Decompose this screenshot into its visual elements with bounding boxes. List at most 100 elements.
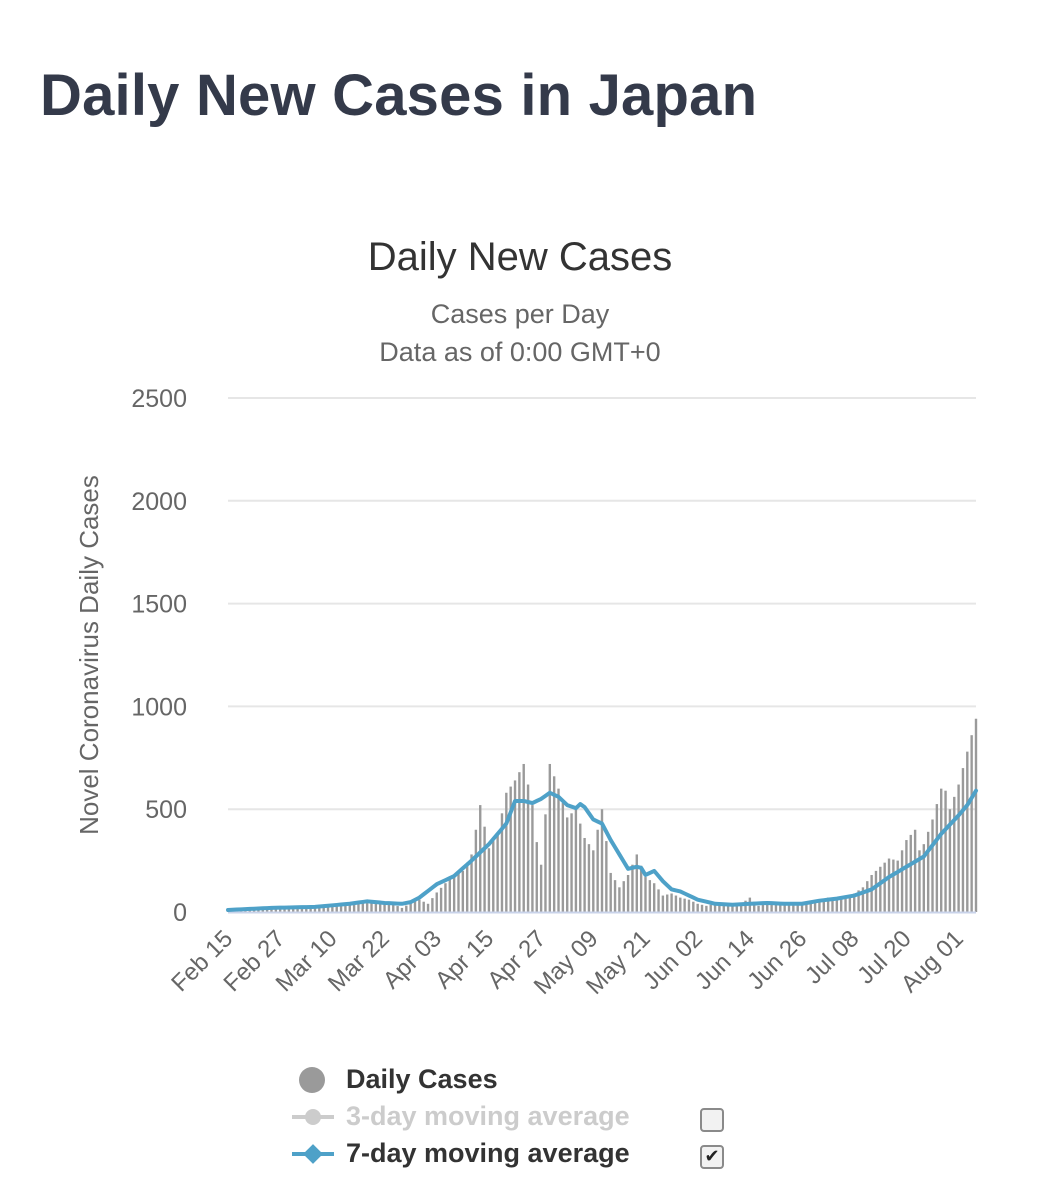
bar [909,834,912,912]
bar [913,829,917,912]
x-tick-label: Apr 15 [430,925,499,994]
bar [544,814,547,912]
bar [257,909,260,912]
bar [944,790,947,912]
bar [666,894,669,912]
bar [587,844,591,912]
legend-item-3-day-average[interactable]: 3-day moving average [290,1099,750,1135]
bar [526,784,530,912]
bar [431,898,434,912]
legend-item-daily-cases[interactable]: Daily Cases [290,1062,750,1098]
bar [639,865,643,912]
bar [574,809,578,912]
bar [522,763,525,912]
bar [292,907,295,912]
bar [483,826,486,912]
bar [309,907,312,912]
x-tick-label: Jun 26 [742,925,812,995]
bar [809,902,812,912]
bar [970,735,973,912]
bar [396,906,399,912]
bar [344,904,347,912]
bar [770,902,773,912]
bar [687,899,691,912]
bar [848,894,852,912]
bar [922,844,926,912]
legend-label-daily-cases: Daily Cases [346,1064,498,1094]
bar [966,751,969,912]
bar [935,804,939,912]
bar [370,902,373,912]
bar [918,850,921,912]
bar [400,907,404,912]
bar [648,880,652,912]
bar [874,870,878,912]
bar [613,880,617,912]
bar [539,864,543,912]
legend-checkbox-3-day-average[interactable] [700,1108,724,1132]
bar [709,904,712,912]
bar [326,906,330,912]
bar [287,908,291,912]
bar [783,903,786,912]
chart-subtitle-line-2: Data as of 0:00 GMT+0 [379,337,660,367]
bar [405,905,408,912]
bar [883,862,886,912]
bar [618,887,621,912]
bar [887,858,891,912]
daily-cases-bars [226,718,978,912]
bar [379,903,382,912]
bar [361,902,365,912]
bar [352,903,356,912]
bar [731,904,734,912]
bar [509,786,512,912]
bar [500,813,504,912]
bar [705,905,708,912]
y-tick-label: 1000 [131,693,187,721]
bar [753,901,756,912]
seven-day-average-line [226,788,978,912]
bar [474,829,478,912]
bar [387,903,391,912]
bar [270,908,273,912]
bar [531,805,534,912]
bar [296,907,299,912]
bar [496,833,499,912]
bar [635,854,638,912]
bar [448,879,451,912]
bar [570,813,573,912]
bar [383,903,386,912]
gridlines [228,397,976,811]
chart-title: Daily New Cases [368,235,673,279]
bar [392,904,395,912]
bar [766,903,769,912]
bar [518,772,521,912]
bar [905,840,908,912]
bar [631,864,634,912]
bar [926,831,930,912]
bar [735,904,739,912]
x-tick-label: Apr 03 [378,925,447,994]
bar [548,763,552,912]
daily-cases-chart: Daily New Cases Cases per Day Data as of… [74,235,978,1000]
bar [261,909,264,912]
legend-label-3-day-average: 3-day moving average [346,1101,630,1131]
bar [948,809,952,912]
legend-item-7-day-average[interactable]: 7-day moving average ✔ [290,1136,750,1172]
bar [661,895,665,912]
bar [626,874,630,912]
bar [974,718,978,912]
legend-checkbox-7-day-average[interactable]: ✔ [700,1145,724,1169]
bar [813,901,817,912]
line-circle-marker-icon [292,1109,334,1125]
bar [779,902,782,912]
bar [409,903,412,912]
bar [853,893,856,912]
bar [313,906,317,912]
bar [961,768,965,912]
line-diamond-marker-icon [292,1144,334,1164]
bar [479,805,482,912]
bar [670,893,673,912]
